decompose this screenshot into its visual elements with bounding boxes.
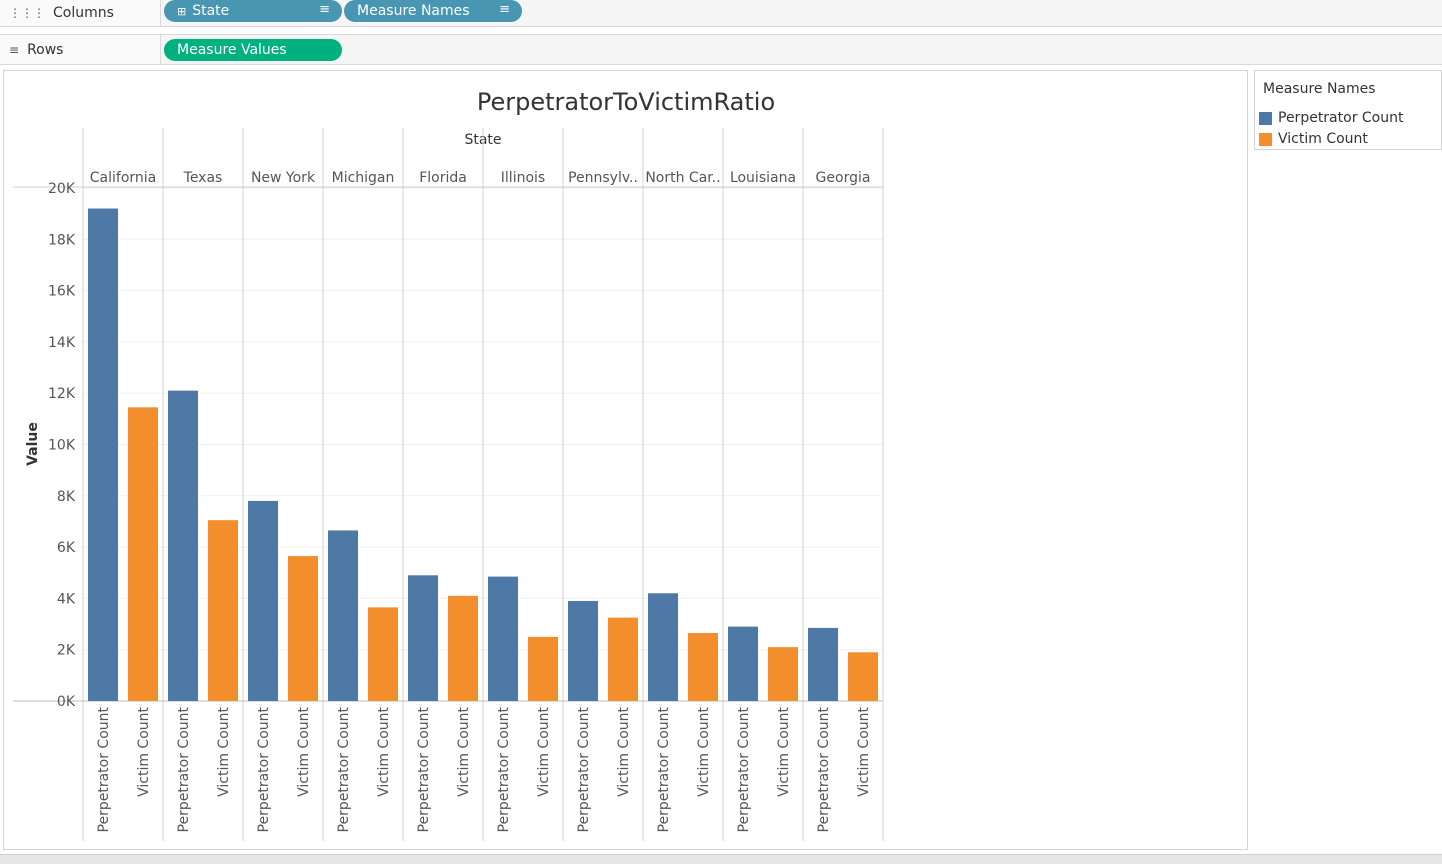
y-tick-label: 12K <box>48 386 76 402</box>
rows-shelf: ≡ Rows Measure Values <box>0 34 1442 65</box>
bar[interactable] <box>208 520 238 701</box>
x-measure-label: Perpetrator Count <box>736 707 752 833</box>
y-tick-label: 2K <box>57 643 76 659</box>
bar[interactable] <box>528 636 558 701</box>
x-measure-label: Victim Count <box>616 706 632 796</box>
x-measure-label: Victim Count <box>856 706 872 796</box>
legend-item-victim[interactable]: Victim Count <box>1259 130 1368 148</box>
bar[interactable] <box>768 647 798 701</box>
x-measure-label: Perpetrator Count <box>576 707 592 833</box>
chart-view: PerpetratorToVictimRatio State 0K 2K 4K 6K 8K 1… <box>3 70 1248 850</box>
x-measure-label: Perpetrator Count <box>416 707 432 833</box>
bar[interactable] <box>248 500 278 701</box>
x-measure-label: Victim Count <box>376 706 392 796</box>
legend-swatch-perpetrator <box>1259 111 1272 125</box>
state-header-label: Florida <box>419 170 467 186</box>
x-measure-label: Victim Count <box>136 706 152 796</box>
bar[interactable] <box>408 575 438 701</box>
chart-title: PerpetratorToVictimRatio <box>477 88 775 116</box>
y-tick-label: 0K <box>57 694 76 710</box>
measure-values-pill[interactable]: Measure Values <box>164 39 342 61</box>
x-measure-label: Victim Count <box>296 706 312 796</box>
bar[interactable] <box>168 390 198 701</box>
y-tick-label: 16K <box>48 284 76 300</box>
bar[interactable] <box>728 626 758 701</box>
bar[interactable] <box>848 652 878 701</box>
state-header-label: Illinois <box>501 170 545 186</box>
rows-shelf-label: ≡ Rows <box>0 35 161 64</box>
bar[interactable] <box>688 633 718 701</box>
bar[interactable] <box>88 208 118 701</box>
state-pill[interactable]: ⊞ State ≡ <box>164 0 342 22</box>
columns-shelf-label: ⋮⋮⋮ Columns <box>0 0 161 26</box>
y-tick-label: 10K <box>48 438 76 454</box>
x-measure-label: Victim Count <box>216 706 232 796</box>
state-header-label: Pennsylv.. <box>568 170 638 186</box>
legend-panel: Measure Names Perpetrator Count Victim C… <box>1254 70 1442 150</box>
state-header-label: Texas <box>183 170 223 186</box>
x-measure-label: Perpetrator Count <box>176 707 192 833</box>
bar[interactable] <box>568 600 598 701</box>
bar[interactable] <box>488 576 518 701</box>
rows-icon: ≡ <box>9 42 20 57</box>
bar[interactable] <box>368 607 398 701</box>
state-header-label: Michigan <box>332 170 395 186</box>
x-measure-label: Victim Count <box>696 706 712 796</box>
y-tick-label: 14K <box>48 335 76 351</box>
state-header-label: Georgia <box>816 170 871 186</box>
x-measure-label: Perpetrator Count <box>496 707 512 833</box>
x-measure-label: Perpetrator Count <box>256 707 272 833</box>
y-tick-label: 4K <box>57 591 76 607</box>
state-header-label: New York <box>251 170 316 186</box>
y-tick-label: 20K <box>48 181 76 197</box>
y-tick-label: 18K <box>48 232 76 248</box>
y-axis-label: Value <box>25 422 41 466</box>
columns-shelf: ⋮⋮⋮ Columns ⊞ State ≡ Measure Names ≡ <box>0 0 1442 27</box>
x-measure-label: Perpetrator Count <box>336 707 352 833</box>
bar-chart: PerpetratorToVictimRatioState0K2K4K6K8K1… <box>13 88 884 841</box>
y-tick-label: 6K <box>57 540 76 556</box>
x-measure-label: Perpetrator Count <box>96 707 112 833</box>
sort-descending-icon[interactable]: ≡ <box>319 2 330 17</box>
legend-item-perpetrator[interactable]: Perpetrator Count <box>1259 109 1403 127</box>
columns-icon: ⋮⋮⋮ <box>9 6 45 20</box>
x-measure-label: Victim Count <box>776 706 792 796</box>
legend-title: Measure Names <box>1263 81 1376 97</box>
x-measure-label: Perpetrator Count <box>816 707 832 833</box>
expand-plus-icon: ⊞ <box>177 4 187 18</box>
y-tick-label: 8K <box>57 489 76 505</box>
x-measure-label: Perpetrator Count <box>656 707 672 833</box>
bar[interactable] <box>288 556 318 701</box>
state-header-label: Louisiana <box>730 170 796 186</box>
sheet-tab-bar <box>0 854 1442 864</box>
bar[interactable] <box>608 617 638 701</box>
bar[interactable] <box>808 627 838 701</box>
x-measure-label: Victim Count <box>536 706 552 796</box>
bar[interactable] <box>328 530 358 701</box>
legend-swatch-victim <box>1259 132 1272 146</box>
x-measure-label: Victim Count <box>456 706 472 796</box>
sort-descending-icon[interactable]: ≡ <box>499 2 510 17</box>
state-header-label: California <box>90 170 156 186</box>
bar[interactable] <box>128 407 158 701</box>
bar[interactable] <box>448 595 478 701</box>
bar[interactable] <box>648 593 678 701</box>
measure-names-pill[interactable]: Measure Names ≡ <box>344 0 522 22</box>
state-header-label: North Car.. <box>645 170 720 186</box>
